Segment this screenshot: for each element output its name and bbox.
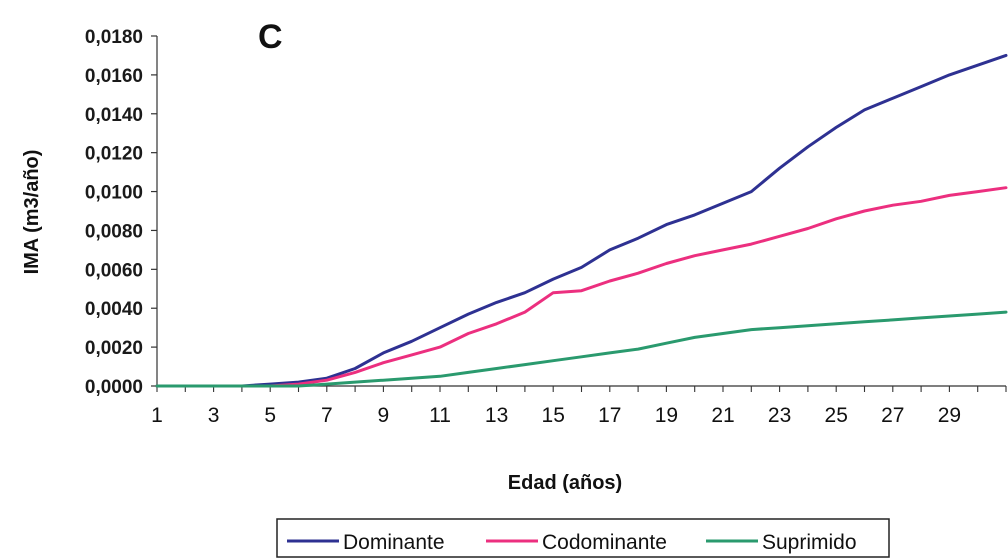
y-tick-label: 0,0140 bbox=[85, 105, 143, 126]
x-tick-label: 5 bbox=[264, 404, 276, 427]
y-tick-label: 0,0060 bbox=[85, 260, 143, 281]
y-tick-label: 0,0000 bbox=[85, 377, 143, 398]
x-axis-title: Edad (años) bbox=[508, 472, 622, 494]
x-tick-label: 27 bbox=[881, 404, 904, 427]
x-tick-label: 19 bbox=[655, 404, 678, 427]
y-tick-label: 0,0100 bbox=[85, 183, 143, 204]
x-tick-label: 17 bbox=[598, 404, 621, 427]
x-tick-label: 3 bbox=[208, 404, 220, 427]
x-tick-label: 29 bbox=[938, 404, 961, 427]
x-tick-label: 25 bbox=[825, 404, 848, 427]
x-tick-label: 23 bbox=[768, 404, 791, 427]
y-tick-label: 0,0120 bbox=[85, 144, 143, 165]
tick-labels: 0,0000 0,0020 0,0040 0,0060 0,0080 0,0100 0,01… bbox=[85, 27, 961, 427]
y-tick-label: 0,0160 bbox=[85, 66, 143, 87]
x-tick-label: 9 bbox=[378, 404, 390, 427]
series-line-suprimido bbox=[155, 310, 1008, 388]
legend: Dominante Codominante Suprimido bbox=[276, 518, 890, 558]
legend-label-suprimido: Suprimido bbox=[762, 531, 857, 554]
legend-box bbox=[276, 518, 890, 558]
y-axis-title: IMA (m3/año) bbox=[21, 150, 43, 275]
x-tick-label: 15 bbox=[542, 404, 565, 427]
panel-letter: C bbox=[258, 18, 283, 56]
y-tick-label: 0,0040 bbox=[85, 299, 143, 320]
x-tick-label: 7 bbox=[321, 404, 333, 427]
series-lines bbox=[155, 53, 1008, 388]
y-tick-label: 0,0020 bbox=[85, 338, 143, 359]
axes bbox=[151, 35, 1007, 392]
series-line-dominante bbox=[155, 53, 1008, 388]
legend-label-codominante: Codominante bbox=[542, 531, 667, 554]
x-tick-label: 1 bbox=[151, 404, 163, 427]
y-tick-label: 0,0080 bbox=[85, 221, 143, 242]
x-tick-label: 21 bbox=[711, 404, 734, 427]
x-tick-label: 13 bbox=[485, 404, 508, 427]
x-tick-label: 11 bbox=[429, 404, 451, 427]
legend-label-dominante: Dominante bbox=[343, 531, 445, 554]
y-tick-label: 0,0180 bbox=[85, 27, 143, 48]
legend-items: Dominante Codominante Suprimido bbox=[287, 531, 857, 554]
series-line-codominante bbox=[155, 186, 1008, 388]
